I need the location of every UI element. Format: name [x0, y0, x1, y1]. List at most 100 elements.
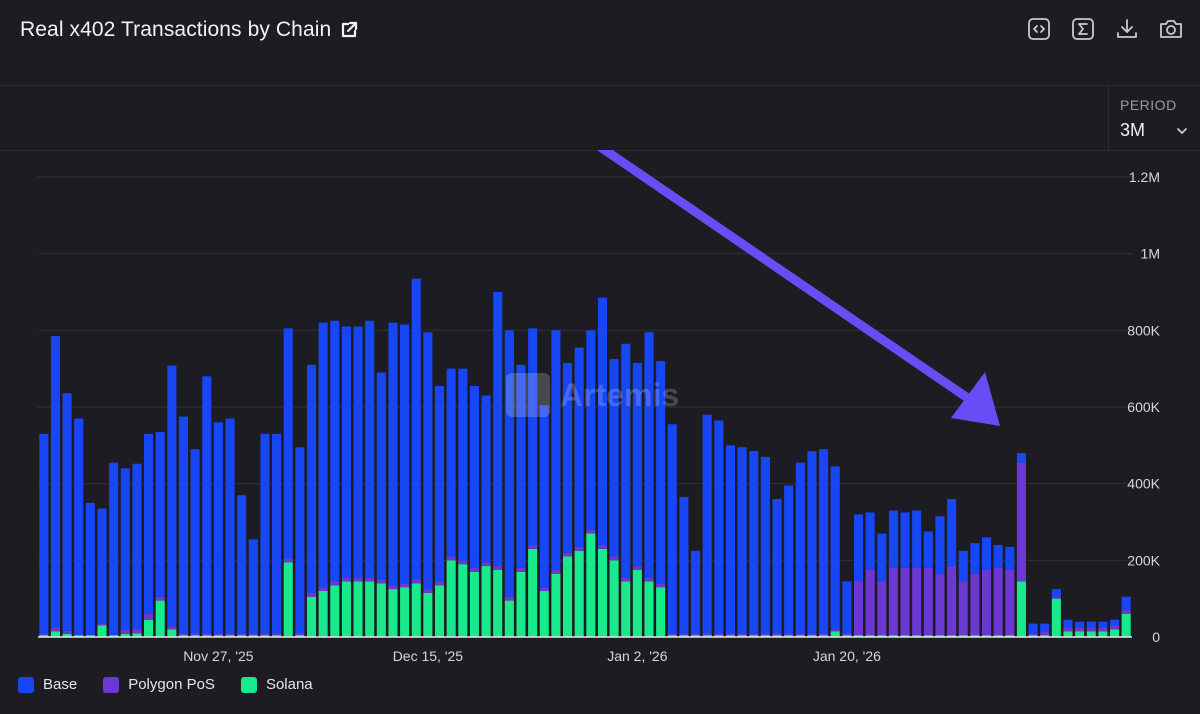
legend-item-solana[interactable]: Solana — [240, 676, 313, 693]
bar-polygon-pos — [411, 579, 421, 584]
bar-base — [1051, 589, 1061, 597]
legend-item-base[interactable]: Base — [18, 676, 77, 693]
bar-polygon-pos — [981, 569, 992, 636]
bar-base — [39, 433, 49, 634]
bar-polygon-pos — [691, 633, 701, 636]
bar-polygon-pos — [656, 583, 666, 588]
bar-solana — [667, 635, 677, 637]
bar-base — [469, 385, 479, 568]
bar-base — [1040, 623, 1050, 632]
bar-solana — [958, 635, 968, 637]
download-icon — [1117, 19, 1137, 38]
bar-solana — [819, 635, 829, 637]
bar-base — [947, 499, 957, 567]
bar-base — [330, 320, 340, 582]
legend-label-polygon: Polygon PoS — [128, 676, 215, 693]
bar-base — [1086, 621, 1096, 628]
bar-base — [644, 332, 654, 578]
bar-polygon-pos — [376, 579, 386, 584]
embed-code-button[interactable] — [1026, 16, 1052, 42]
bar-polygon-pos — [760, 633, 770, 636]
bar-base — [295, 447, 305, 634]
bar-base — [993, 545, 1003, 568]
bar-solana — [50, 631, 60, 637]
x-tick-label: Jan 20, '26 — [813, 648, 881, 664]
bar-base — [574, 347, 584, 547]
bar-polygon-pos — [819, 633, 829, 636]
legend-swatch-polygon — [103, 676, 120, 693]
external-link-icon[interactable] — [339, 20, 359, 40]
screenshot-button[interactable] — [1158, 16, 1184, 42]
bar-polygon-pos — [1121, 610, 1131, 614]
bar-polygon-pos — [749, 633, 759, 636]
bar-base — [528, 328, 538, 545]
bar-base — [656, 361, 666, 584]
download-button[interactable] — [1114, 16, 1140, 42]
bar-base — [795, 462, 805, 634]
bar-polygon-pos — [574, 546, 584, 551]
bar-solana — [772, 635, 782, 637]
period-selector[interactable]: PERIOD 3M — [1108, 86, 1200, 150]
bar-polygon-pos — [784, 633, 794, 636]
bar-base — [1016, 453, 1026, 463]
legend-swatch-solana — [240, 676, 257, 693]
bar-polygon-pos — [947, 566, 957, 636]
bar-polygon-pos — [667, 633, 677, 636]
camera-icon — [1160, 20, 1182, 38]
bar-solana — [85, 635, 95, 637]
bar-polygon-pos — [39, 633, 49, 636]
bar-solana — [365, 581, 375, 637]
bar-base — [423, 332, 433, 590]
legend-item-polygon[interactable]: Polygon PoS — [103, 676, 215, 693]
bar-solana — [167, 629, 177, 637]
bar-solana — [865, 635, 875, 637]
bar-solana — [213, 635, 223, 637]
bar-base — [667, 424, 677, 634]
bar-base — [376, 372, 386, 580]
chart-title: Real x402 Transactions by Chain — [20, 18, 332, 41]
bar-base — [62, 393, 72, 631]
bar-base — [1005, 546, 1015, 570]
bar-base — [1028, 623, 1038, 634]
bar-base — [411, 278, 421, 580]
bar-polygon-pos — [1005, 569, 1015, 636]
bar-polygon-pos — [621, 577, 631, 582]
bar-base — [446, 368, 456, 557]
bar-solana — [970, 635, 980, 637]
chart-legend: Base Polygon PoS Solana — [18, 676, 313, 693]
sum-button[interactable] — [1070, 16, 1096, 42]
bar-polygon-pos — [993, 568, 1003, 636]
bar-base — [679, 497, 689, 634]
bar-base — [237, 495, 247, 634]
bar-solana — [656, 587, 666, 637]
bar-solana — [1098, 631, 1108, 637]
bar-base — [842, 581, 852, 634]
bar-solana — [563, 556, 573, 637]
sigma-icon — [1072, 18, 1094, 40]
bar-solana — [469, 571, 479, 637]
bar-base — [155, 431, 165, 597]
bar-polygon-pos — [283, 558, 293, 563]
bar-base — [353, 326, 363, 578]
bar-solana — [306, 596, 317, 637]
bar-solana — [400, 587, 410, 637]
bar-solana — [586, 533, 596, 637]
bar-solana — [632, 569, 642, 637]
bar-polygon-pos — [586, 529, 596, 534]
bar-base — [609, 359, 619, 557]
bar-base — [702, 414, 712, 634]
bar-solana — [1051, 598, 1061, 637]
bar-solana — [853, 635, 864, 637]
bar-solana — [597, 548, 607, 637]
period-label: PERIOD — [1120, 97, 1177, 113]
bar-polygon-pos — [144, 614, 154, 620]
bar-solana — [679, 635, 689, 637]
bar-solana — [178, 635, 189, 637]
annotation-arrow-shaft — [596, 150, 980, 408]
bar-polygon-pos — [1098, 627, 1108, 632]
chart-header: Real x402 Transactions by Chain — [20, 14, 359, 46]
bar-polygon-pos — [493, 566, 503, 570]
bar-base — [248, 539, 258, 634]
bar-base — [923, 531, 933, 568]
bar-base — [830, 466, 840, 630]
